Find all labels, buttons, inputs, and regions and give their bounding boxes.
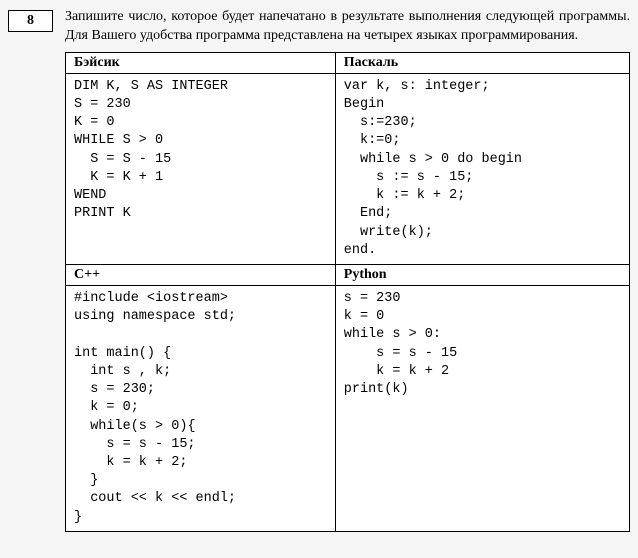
cell-basic: DIM K, S AS INTEGER S = 230 K = 0 WHILE … <box>66 73 336 264</box>
task-number: 8 <box>27 13 34 28</box>
header-pascal: Паскаль <box>335 52 629 73</box>
task-text: Запишите число, которое будет напечатано… <box>65 8 630 46</box>
cell-cpp: #include <iostream> using namespace std;… <box>66 285 336 531</box>
python-code: s = 230 k = 0 while s > 0: s = s - 15 k … <box>344 290 621 399</box>
header-basic: Бэйсик <box>66 52 336 73</box>
cpp-code: #include <iostream> using namespace std;… <box>74 290 327 527</box>
task-number-box: 8 <box>8 10 53 32</box>
basic-code: DIM K, S AS INTEGER S = 230 K = 0 WHILE … <box>74 78 327 224</box>
header-python: Python <box>335 264 629 285</box>
code-table: Бэйсик Паскаль DIM K, S AS INTEGER S = 2… <box>65 52 630 532</box>
cell-python: s = 230 k = 0 while s > 0: s = s - 15 k … <box>335 285 629 531</box>
task-content: Запишите число, которое будет напечатано… <box>65 8 630 532</box>
cell-pascal: var k, s: integer; Begin s:=230; k:=0; w… <box>335 73 629 264</box>
header-cpp: С++ <box>66 264 336 285</box>
pascal-code: var k, s: integer; Begin s:=230; k:=0; w… <box>344 78 621 260</box>
